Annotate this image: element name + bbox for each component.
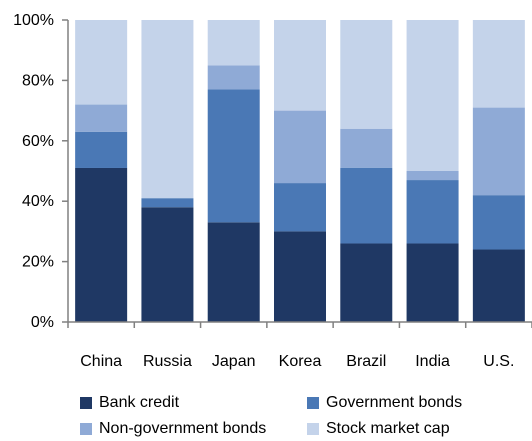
bar-segment-japan-stock-market-cap: [207, 20, 260, 66]
bar-segment-brazil-non-government-bonds: [340, 128, 393, 168]
bars-group: [75, 20, 525, 322]
bar-segment-us-government-bonds: [472, 195, 525, 250]
bar-segment-russia-stock-market-cap: [141, 20, 194, 199]
legend: Bank credit Government bonds Non-governm…: [80, 392, 520, 440]
bar-segment-india-non-government-bonds: [406, 171, 459, 181]
x-tick-label: U.S.: [483, 353, 514, 370]
x-tick-label: Brazil: [346, 353, 386, 370]
legend-swatch-non-government-bonds: [80, 423, 92, 435]
bar-segment-china-non-government-bonds: [75, 104, 128, 132]
legend-label-government-bonds: Government bonds: [326, 394, 463, 411]
bar-segment-india-bank-credit: [406, 243, 459, 322]
bar-segment-india-stock-market-cap: [406, 20, 459, 171]
bar-segment-russia-government-bonds: [141, 198, 194, 208]
x-tick-label: Korea: [279, 353, 322, 370]
y-tick-label: 60%: [22, 133, 54, 150]
legend-label-bank-credit: Bank credit: [99, 394, 180, 411]
legend-swatch-bank-credit: [80, 397, 92, 409]
legend-item-government-bonds: Government bonds: [307, 392, 462, 414]
bar-segment-india-government-bonds: [406, 180, 459, 244]
x-labels-group: China Russia Japan Korea Brazil India U.S.: [80, 353, 514, 370]
bar-segment-brazil-government-bonds: [340, 167, 393, 244]
bar-segment-brazil-bank-credit: [340, 243, 393, 322]
bar-segment-japan-government-bonds: [207, 89, 260, 223]
bar-segment-us-bank-credit: [472, 249, 525, 322]
y-ticks-group: 0% 20% 40% 60% 80% 100%: [13, 12, 54, 331]
bar-segment-china-stock-market-cap: [75, 20, 128, 105]
legend-item-bank-credit: Bank credit: [80, 392, 179, 414]
legend-swatch-government-bonds: [307, 397, 319, 409]
axes-group: [62, 19, 532, 328]
bar-segment-brazil-stock-market-cap: [340, 20, 393, 129]
legend-swatch-stock-market-cap: [307, 423, 319, 435]
bar-segment-korea-government-bonds: [274, 183, 326, 232]
bar-segment-china-bank-credit: [75, 167, 128, 322]
y-tick-label: 80%: [22, 72, 54, 89]
bar-segment-china-government-bonds: [75, 131, 128, 168]
bar-segment-korea-stock-market-cap: [274, 20, 326, 111]
y-tick-label: 100%: [13, 12, 54, 29]
legend-item-stock-market-cap: Stock market cap: [307, 418, 450, 440]
legend-item-non-government-bonds: Non-government bonds: [80, 418, 266, 440]
bar-segment-japan-non-government-bonds: [207, 65, 260, 90]
bar-segment-korea-bank-credit: [274, 231, 326, 322]
y-tick-label: 0%: [31, 314, 54, 331]
x-tick-label: Russia: [143, 353, 192, 370]
x-tick-label: China: [80, 353, 122, 370]
bar-segment-russia-bank-credit: [141, 207, 194, 322]
legend-label-stock-market-cap: Stock market cap: [326, 420, 450, 437]
legend-label-non-government-bonds: Non-government bonds: [99, 420, 267, 437]
bar-segment-us-non-government-bonds: [472, 107, 525, 196]
x-tick-label: Japan: [212, 353, 256, 370]
bar-segment-us-stock-market-cap: [472, 20, 525, 108]
y-tick-label: 20%: [22, 254, 54, 271]
bar-segment-japan-bank-credit: [207, 222, 260, 322]
x-tick-label: India: [415, 353, 450, 370]
bar-segment-korea-non-government-bonds: [274, 110, 326, 184]
y-tick-label: 40%: [22, 193, 54, 210]
